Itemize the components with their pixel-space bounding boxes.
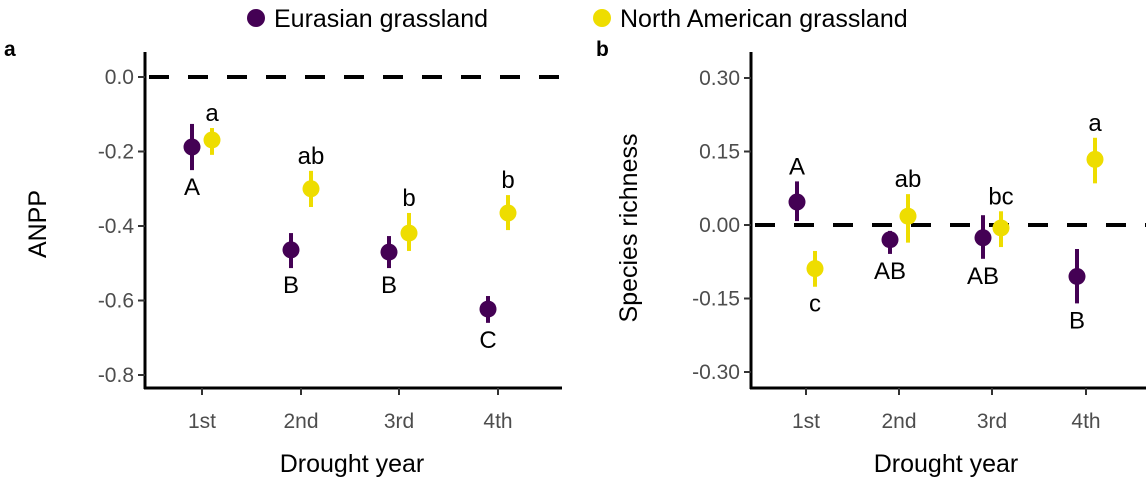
significance-letter: a [1088,110,1102,137]
legend: Eurasian grassland North American grassl… [247,5,908,33]
significance-letter: A [184,174,200,201]
y-tick-label: 0.15 [699,141,740,164]
data-point [1086,150,1104,168]
data-point [400,224,418,242]
y-axis-title-b: Species richness [615,134,643,323]
data-point [302,180,320,198]
data-point [788,193,806,211]
y-tick-label: 0.30 [699,67,740,90]
significance-letter: AB [967,263,999,290]
legend-marker-eurasian [247,9,265,27]
significance-letter: bc [988,183,1013,210]
significance-letter: b [501,167,514,194]
y-tick-label: -0.8 [98,364,134,387]
significance-letter: ab [298,143,325,170]
data-point [380,243,398,261]
legend-label-north-american: North American grassland [620,5,908,33]
y-axis-title-a: ANPP [24,190,52,258]
y-tick-label: -0.6 [98,290,134,313]
significance-letter: c [809,291,821,318]
panel-b: b Species richness Drought year 0.30 0.15… [596,38,1146,478]
significance-letter: B [381,272,397,299]
data-point [974,229,992,247]
significance-letter: AB [874,258,906,285]
data-point [806,260,824,278]
panel-a: a ANPP Drought year 0.0 -0.2 -0.4 -0.6 -0.8 1… [4,38,562,478]
legend-marker-north-american [593,9,611,27]
data-point [499,204,517,222]
legend-label-eurasian: Eurasian grassland [274,5,488,33]
data-point [992,219,1010,237]
x-tick-label: 1st [792,410,820,433]
data-point [899,207,917,225]
x-tick-label: 1st [188,410,216,433]
x-axis-title-b: Drought year [874,450,1019,478]
x-tick-label: 2nd [283,410,318,433]
significance-letter: B [283,272,299,299]
x-tick-label: 2nd [881,410,916,433]
significance-letter: ab [895,166,922,193]
significance-letter: C [479,327,496,354]
data-point [479,300,497,318]
x-tick-label: 4th [1071,410,1100,433]
data-point [203,131,221,149]
y-tick-label: -0.30 [692,361,740,384]
data-point [183,138,201,156]
panel-label-a: a [4,38,16,61]
significance-letter: a [205,100,219,127]
y-tick-label: -0.2 [98,141,134,164]
data-point [282,241,300,259]
x-axis-title-a: Drought year [280,450,425,478]
data-point [1068,267,1086,285]
significance-letter: B [1069,307,1085,334]
x-tick-label: 4th [483,410,512,433]
y-tick-label: 0.0 [105,66,134,89]
panel-label-b: b [596,38,609,61]
x-tick-label: 3rd [977,410,1007,433]
y-tick-label: 0.00 [699,214,740,237]
y-tick-label: -0.4 [98,215,135,238]
significance-letter: A [789,153,805,180]
y-tick-label: -0.15 [692,288,740,311]
data-point [881,231,899,249]
x-tick-label: 3rd [384,410,414,433]
significance-letter: b [402,185,415,212]
